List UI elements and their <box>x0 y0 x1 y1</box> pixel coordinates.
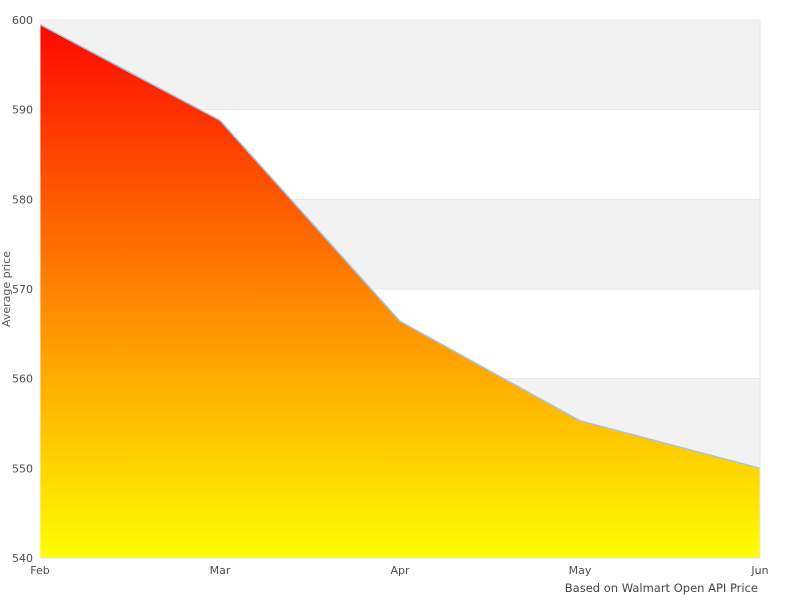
area-fill <box>40 24 760 558</box>
y-axis-title: Average price <box>0 251 13 327</box>
x-tick-label: Jun <box>750 564 768 577</box>
y-tick-label: 550 <box>12 462 33 475</box>
x-tick-label: Feb <box>30 564 49 577</box>
x-tick-label: May <box>569 564 592 577</box>
area-series <box>39 23 761 558</box>
y-tick-label: 570 <box>12 283 33 296</box>
x-tick-label: Mar <box>210 564 231 577</box>
chart-caption: Based on Walmart Open API Price <box>565 581 758 595</box>
y-tick-label: 560 <box>12 373 33 386</box>
plot-border <box>39 19 761 559</box>
y-tick-label: 580 <box>12 193 33 206</box>
y-tick-label: 600 <box>12 14 33 27</box>
series-line <box>39 23 761 470</box>
y-tick-label: 540 <box>12 552 33 565</box>
x-tick-label: Apr <box>390 564 410 577</box>
y-tick-label: 590 <box>12 104 33 117</box>
